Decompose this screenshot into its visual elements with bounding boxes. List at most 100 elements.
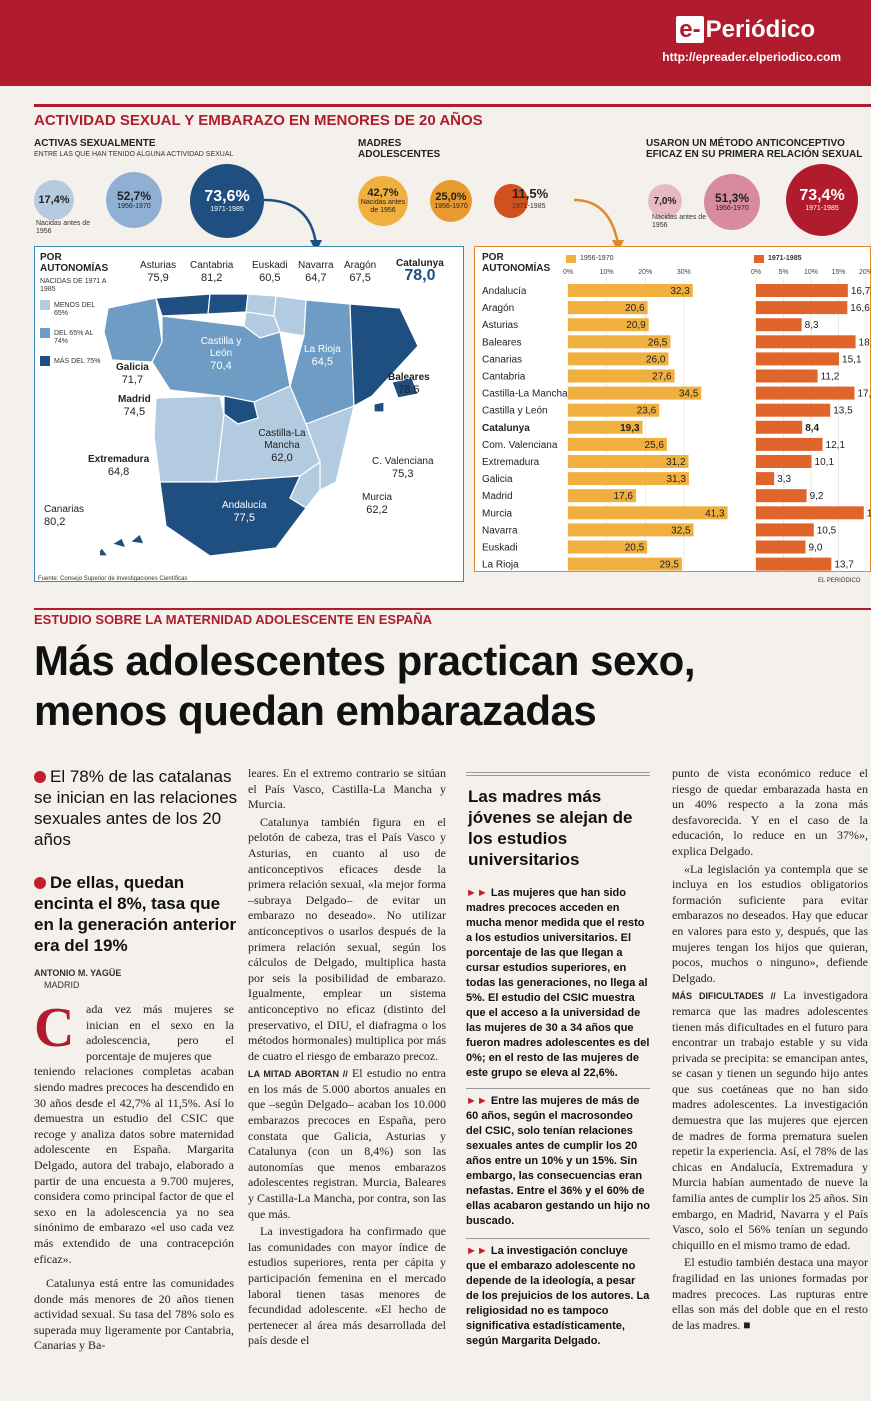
col1-rest: Catalunya está entre las comunidades don… <box>34 1276 234 1356</box>
sidebar-item-3-text: La investigación concluye que el embaraz… <box>466 1245 650 1347</box>
region-galicia <box>103 297 163 363</box>
region-value: 60,5 <box>259 272 281 284</box>
map-label-canarias: Canarias 80,2 <box>44 504 84 529</box>
group3-title: USARON UN MÉTODO ANTICONCEPTIVO EFICAZ E… <box>646 138 863 160</box>
region-name: Canarias <box>44 504 85 515</box>
bar-1956 <box>568 540 648 554</box>
bar-1971 <box>756 420 803 434</box>
region-name: Navarra <box>298 260 334 271</box>
sidebar-item-1-text: Las mujeres que han sido madres precoces… <box>466 887 650 1079</box>
drop-cap: C <box>34 997 75 1059</box>
map-label-extremadura: Extremadura 64,8 <box>88 454 149 479</box>
tick-label-1971: 15% <box>831 269 845 276</box>
value-label-1971: 8,3 <box>805 320 819 331</box>
bar-1971 <box>756 455 812 468</box>
legend-swatch-1971 <box>754 255 764 263</box>
bubble-g3-pre1956: 7,0% <box>648 184 682 218</box>
col4-p3-text: La investigadora remarca que las madres … <box>672 988 868 1252</box>
region-value: 67,5 <box>349 272 371 284</box>
bubble-label: 1956-1970 <box>434 203 468 210</box>
region-navarra <box>273 295 307 337</box>
region-value: 62,2 <box>366 504 388 516</box>
region-name: Murcia <box>362 492 393 503</box>
legend-swatch-high <box>40 356 50 366</box>
bar-1971 <box>756 489 807 503</box>
col4-p2: «La legislación ya contempla que se incl… <box>672 861 868 985</box>
region-name: Catalunya <box>396 258 444 269</box>
map-label-asturias: Asturias 75,9 <box>140 260 176 285</box>
value-label-1971: 12,1 <box>826 440 846 451</box>
value-label-1971: 17,9 <box>857 389 871 400</box>
col4-p3: MÁS DIFICULTADES // La investigadora rem… <box>672 988 868 1253</box>
value-label-1956: 26,0 <box>646 354 666 365</box>
bubble-g2-pre1956: 42,7% Nacidas antes de 1956 <box>358 176 408 226</box>
article-headline: Más adolescentes practican sexo, menos qu… <box>34 636 871 736</box>
map-label-catalunya: Catalunya 78,0 <box>396 258 444 284</box>
bubble-g3-1956: 51,3% 1956-1970 <box>704 174 760 230</box>
bubble-value: 7,0% <box>653 195 677 207</box>
bar-1971 <box>756 301 848 315</box>
tick-label-1956: 20% <box>638 269 652 276</box>
byline: ANTONIO M. YAGÜE <box>34 968 122 978</box>
value-label-1971: 8,4 <box>805 423 819 434</box>
bar-1971 <box>756 540 806 554</box>
headline-line-1: Más adolescentes practican sexo, <box>34 637 695 684</box>
bar-1971 <box>756 369 818 383</box>
arrow-right-icon: ►► <box>466 1095 488 1107</box>
region-value: 64,5 <box>311 356 334 368</box>
map-label-cantabria: Cantabria 81,2 <box>190 260 233 285</box>
group1-title: ACTIVAS SEXUALMENTE <box>34 138 156 149</box>
category-label: Cantabria <box>482 372 526 383</box>
map-label-andalucia: Andalucía 77,5 <box>222 500 266 525</box>
category-label: Baleares <box>482 337 521 348</box>
region-value: 64,7 <box>305 272 327 284</box>
tick-label-1971: 10% <box>804 269 818 276</box>
value-label-1956: 19,3 <box>620 423 640 434</box>
col2: leares. En el extremo contrario se sitúa… <box>248 766 446 1351</box>
value-label-1971: 9,2 <box>810 491 824 502</box>
region-value: 74,5 <box>123 406 146 418</box>
bar-1956 <box>568 489 636 503</box>
col1-p1-continued: teniendo relaciones completas acaban sie… <box>34 1064 234 1266</box>
bubble-g2-1971 <box>494 184 528 218</box>
region-c-valenciana <box>305 405 355 491</box>
bullet-icon <box>34 877 46 889</box>
tick-label-1956: 30% <box>677 269 691 276</box>
bar-1971 <box>756 506 864 520</box>
value-label-1971: 9,0 <box>809 543 823 554</box>
value-label-1956: 26,5 <box>648 337 668 348</box>
col2-p3-text: El estudio no entra en los más de 5.000 … <box>248 1066 447 1221</box>
headline-line-2: menos quedan embarazadas <box>34 687 597 734</box>
category-label: Galicia <box>482 474 513 485</box>
category-label: Navarra <box>482 525 518 536</box>
region-value: 62,0 <box>271 452 293 464</box>
category-label: Asturias <box>482 320 518 331</box>
bar-1956 <box>568 386 702 400</box>
bar-1956 <box>568 284 693 297</box>
region-value: 78,5 <box>398 384 420 396</box>
value-label-1971: 15,1 <box>842 354 862 365</box>
tick-label-1956: 10% <box>600 269 614 276</box>
bubble-g2-1971-label: 1971-1985 <box>512 203 546 210</box>
region-name: Madrid <box>118 394 151 405</box>
sidebar-item-2: ►► Entre las mujeres de más de 60 años, … <box>466 1094 650 1229</box>
brand-url[interactable]: http://epreader.elperiodico.com <box>662 50 841 64</box>
col4: punto de vista económico reduce el riesg… <box>672 766 868 1335</box>
value-label-1971: 11,2 <box>821 372 840 383</box>
bar-1971 <box>756 557 832 571</box>
bubble-g1-1971: 73,6% 1971-1985 <box>190 164 264 238</box>
bubble-label: 1956-1970 <box>715 205 749 212</box>
legend-swatch-1956 <box>566 255 576 263</box>
value-label-1971: 13,7 <box>834 560 854 571</box>
lead-1: El 78% de las catalanas se inician en la… <box>34 766 238 850</box>
brand-logo: e- Periódico <box>676 16 815 44</box>
col1-p1: ada vez más mujeres se inician en el sex… <box>86 1002 234 1063</box>
map-label-la-rioja: La Rioja 64,5 <box>304 344 341 369</box>
bar-1971 <box>756 335 856 349</box>
kicker-rule <box>34 608 871 610</box>
bar-1956 <box>568 369 675 383</box>
bar-chart: 0% 10% 20% 30% 0% 5% 10% 15% 20% Andalucía 32,3 16,… <box>482 269 871 572</box>
bar-1956 <box>568 352 669 366</box>
bar-1956 <box>568 335 671 349</box>
bubble-value: 52,7% <box>116 189 152 203</box>
